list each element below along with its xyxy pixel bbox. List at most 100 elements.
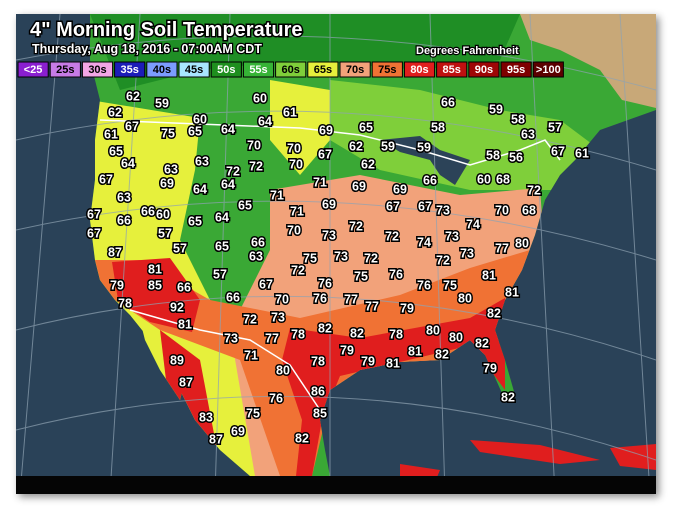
station-value: 86 <box>311 384 325 398</box>
legend-label: 60s <box>282 64 300 76</box>
station-value: 68 <box>496 172 510 186</box>
zone-55s <box>90 14 520 90</box>
station-value: 60 <box>477 172 491 186</box>
legend-label: 70s <box>346 64 364 76</box>
legend-label: 55s <box>249 64 267 76</box>
station-value: 82 <box>435 347 449 361</box>
station-value: 64 <box>121 156 135 170</box>
station-value: 59 <box>381 139 395 153</box>
legend-swatch <box>468 61 500 78</box>
legend-swatch <box>178 61 210 78</box>
station-value: 66 <box>423 173 437 187</box>
station-value: 69 <box>393 182 407 196</box>
station-value: 62 <box>361 157 375 171</box>
station-value: 83 <box>199 410 213 424</box>
legend-label: 85s <box>443 64 461 76</box>
station-value: 66 <box>117 213 131 227</box>
station-value: 61 <box>104 127 118 141</box>
station-value: 72 <box>291 263 305 277</box>
station-value: 73 <box>322 228 336 242</box>
station-value: 61 <box>283 105 297 119</box>
station-value: 64 <box>215 210 229 224</box>
legend-swatch <box>371 61 403 78</box>
station-value: 70 <box>287 223 301 237</box>
station-value: 60 <box>156 207 170 221</box>
station-value: 58 <box>486 148 500 162</box>
zone-80s <box>282 298 505 476</box>
station-value: 67 <box>99 172 113 186</box>
station-value: 62 <box>126 89 140 103</box>
station-value: 76 <box>313 291 327 305</box>
legend-label: 45s <box>185 64 203 76</box>
station-value: 80 <box>426 323 440 337</box>
legend-label: 75s <box>378 64 396 76</box>
station-value: 65 <box>188 124 202 138</box>
station-value: 87 <box>209 432 223 446</box>
station-value: 59 <box>155 96 169 110</box>
station-value: 69 <box>352 179 366 193</box>
station-value: 73 <box>460 246 474 260</box>
station-value: 58 <box>511 112 525 126</box>
station-value: 71 <box>313 175 327 189</box>
station-value: 79 <box>483 361 497 375</box>
station-value: 72 <box>226 164 240 178</box>
legend-label: 90s <box>475 64 493 76</box>
station-value: 72 <box>527 183 541 197</box>
station-value: 72 <box>436 253 450 267</box>
station-value: 69 <box>231 424 245 438</box>
legend-swatch <box>114 61 146 78</box>
station-value: 69 <box>322 197 336 211</box>
legend-swatch <box>17 61 49 78</box>
station-value: 56 <box>509 150 523 164</box>
station-value: 73 <box>445 229 459 243</box>
station-value: 73 <box>224 331 238 345</box>
station-value: 64 <box>193 182 207 196</box>
station-value: 82 <box>318 321 332 335</box>
zone-light-green <box>330 80 600 190</box>
station-value: 60 <box>193 112 207 126</box>
station-value: 67 <box>418 199 432 213</box>
station-value: 75 <box>354 269 368 283</box>
station-value: 58 <box>431 120 445 134</box>
station-value: 75 <box>161 126 175 140</box>
station-value: 77 <box>344 292 358 306</box>
station-value: 79 <box>110 278 124 292</box>
station-value: 57 <box>213 267 227 281</box>
legend-swatch <box>146 61 178 78</box>
station-value: 62 <box>108 105 122 119</box>
station-value: 67 <box>318 147 332 161</box>
graticule <box>16 14 656 494</box>
station-value: 81 <box>386 356 400 370</box>
legend-label: 65s <box>314 64 332 76</box>
station-value: 66 <box>226 290 240 304</box>
legend-swatch <box>242 61 275 78</box>
legend: <25 25s 30s 35s 40s 45s 50s 55s 60s 65s 70s 75s 80s 8… <box>17 61 564 78</box>
station-value: 67 <box>125 119 139 133</box>
station-value: 57 <box>158 226 172 240</box>
legend-swatch <box>81 61 114 78</box>
legend-label: 80s <box>410 64 428 76</box>
station-value: 70 <box>247 138 261 152</box>
station-value: 67 <box>259 277 273 291</box>
legend-swatch <box>307 61 339 78</box>
station-value: 80 <box>515 236 529 250</box>
station-value: 69 <box>160 176 174 190</box>
station-value: 65 <box>215 239 229 253</box>
station-value: 65 <box>109 144 123 158</box>
station-value: 87 <box>179 375 193 389</box>
subtitle: Thursday, Aug 18, 2016 - 07:00AM CDT <box>32 42 262 56</box>
station-value: 71 <box>244 348 258 362</box>
station-value: 76 <box>389 267 403 281</box>
station-value: 76 <box>269 391 283 405</box>
station-value: 71 <box>270 188 284 202</box>
station-value: 78 <box>311 354 325 368</box>
station-value: 65 <box>359 120 373 134</box>
station-value: 85 <box>148 278 162 292</box>
station-value: 60 <box>253 91 267 105</box>
station-value: 80 <box>449 330 463 344</box>
station-value: 65 <box>188 214 202 228</box>
station-value: 72 <box>243 312 257 326</box>
title: 4" Morning Soil Temperature <box>30 19 302 41</box>
station-value: 64 <box>221 177 235 191</box>
